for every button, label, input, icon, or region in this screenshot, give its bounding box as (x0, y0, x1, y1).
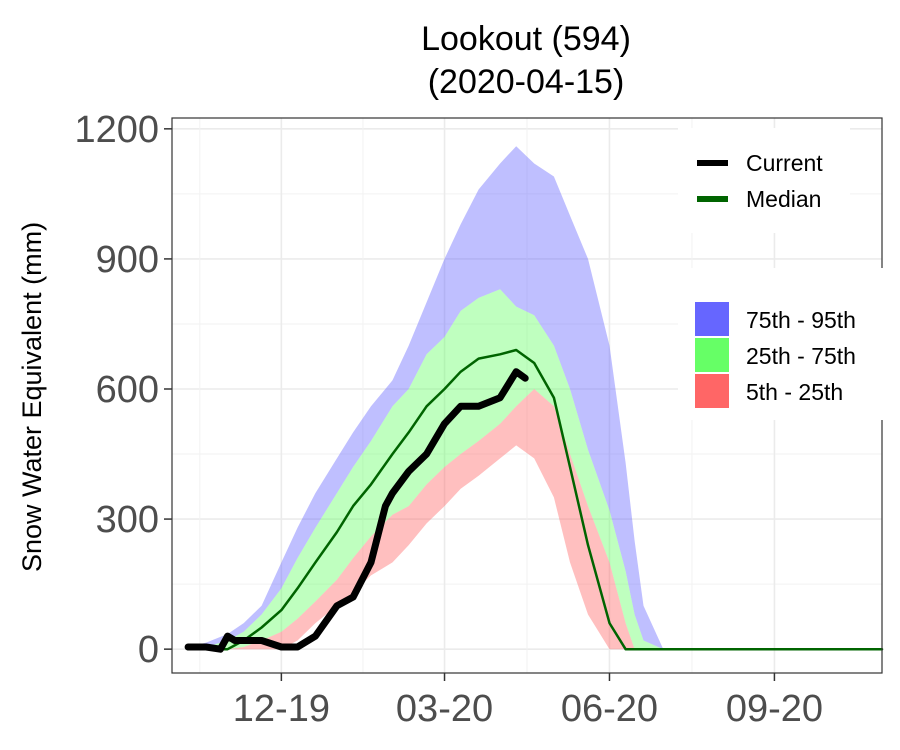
legend-band-label: 25th - 75th (746, 343, 856, 369)
y-tick-label: 900 (96, 239, 159, 281)
legend-band-label: 5th - 25th (746, 379, 843, 405)
y-tick-label: 600 (96, 369, 159, 411)
y-tick-label: 300 (96, 499, 159, 541)
legend-band-swatch (695, 302, 729, 336)
series-lines (184, 348, 884, 653)
x-tick-label: 12-19 (233, 688, 330, 730)
legend-line-label: Median (746, 186, 821, 212)
legend-lines-box (678, 128, 850, 233)
x-tick-label: 06-20 (561, 688, 658, 730)
y-axis: 0 300 600 900 1200 (74, 109, 172, 671)
legend-band-swatch (695, 374, 729, 408)
x-tick-label: 03-20 (396, 688, 493, 730)
current-line (184, 368, 529, 653)
chart-subtitle: (2020-04-15) (428, 63, 625, 101)
band-75-95 (188, 146, 883, 650)
legend: Current Median 75th - 95th 25th - 75th 5th -… (678, 128, 883, 420)
median-line (186, 348, 884, 651)
legend-band-label: 75th - 95th (746, 307, 856, 333)
chart-title: Lookout (594) (421, 20, 631, 58)
y-axis-label: Snow Water Equivalent (mm) (17, 222, 47, 572)
band-25-75 (188, 289, 883, 650)
legend-line-label: Current (746, 150, 823, 176)
legend-band-swatch (695, 338, 729, 372)
x-axis: 12-19 03-20 06-20 09-20 (233, 673, 823, 730)
y-tick-label: 1200 (74, 109, 159, 151)
y-tick-label: 0 (138, 629, 159, 671)
x-tick-label: 09-20 (726, 688, 823, 730)
